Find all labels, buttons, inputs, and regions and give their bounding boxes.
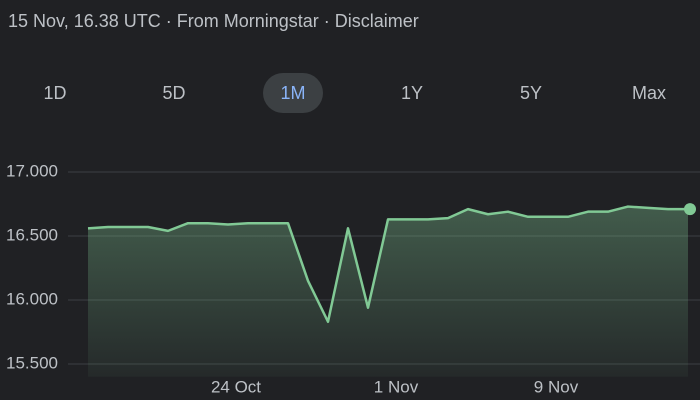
chart: 17.000 16.500 16.000 15.500 24 Oct 1 Nov 9 Nov <box>6 161 700 396</box>
y-tick-label: 15.500 <box>6 353 58 372</box>
x-tick-label: 24 Oct <box>211 377 261 396</box>
range-button[interactable]: 1D <box>43 83 66 103</box>
y-tick-label: 16.500 <box>6 225 58 244</box>
range-selector: 1D 5D 1M 1Y 5Y Max <box>43 73 666 113</box>
y-tick-label: 17.000 <box>6 161 58 180</box>
range-button[interactable]: 5Y <box>520 83 542 103</box>
range-button[interactable]: 5D <box>162 83 185 103</box>
range-selected-pill <box>263 73 323 113</box>
range-button[interactable]: 1M <box>280 83 305 103</box>
x-tick-label: 9 Nov <box>534 377 579 396</box>
area-fill <box>88 206 688 377</box>
y-tick-label: 16.000 <box>6 289 58 308</box>
last-point-dot <box>684 203 696 216</box>
price-line <box>87 205 688 324</box>
x-tick-label: 1 Nov <box>374 377 419 396</box>
range-button[interactable]: 1Y <box>401 83 423 103</box>
range-button[interactable]: Max <box>632 83 666 103</box>
header-info[interactable]: 15 Nov, 16.38 UTC · From Morningstar · D… <box>8 11 419 31</box>
